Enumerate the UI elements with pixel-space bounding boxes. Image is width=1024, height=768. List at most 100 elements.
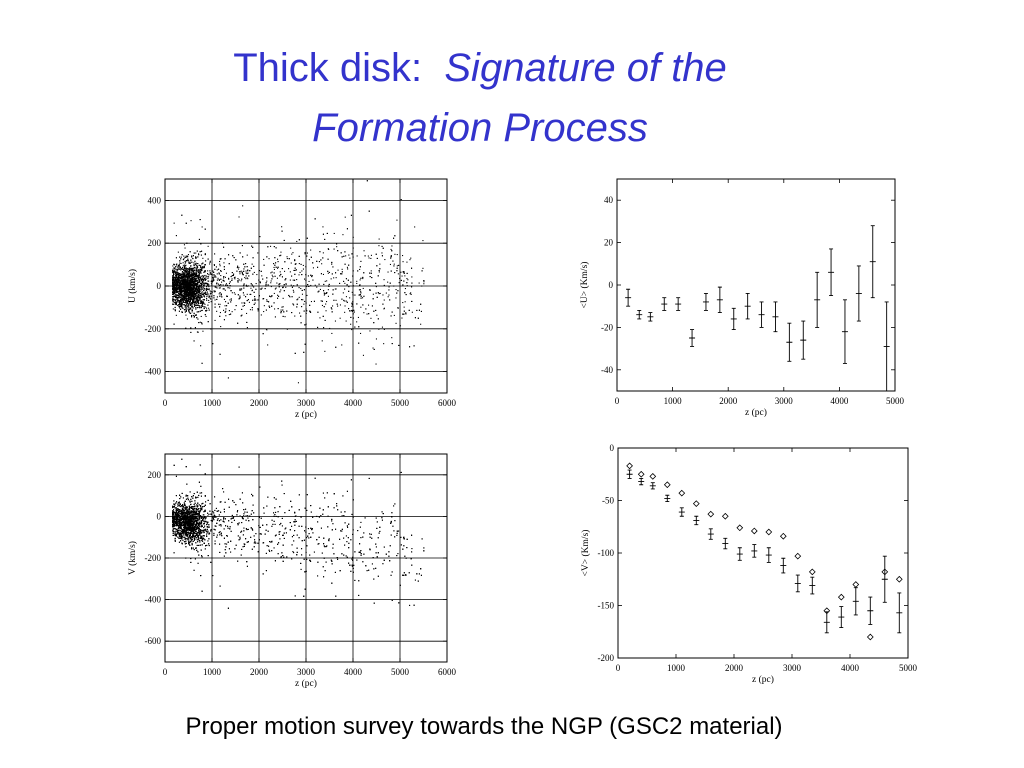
scatter-point: [210, 292, 212, 294]
scatter-point: [364, 255, 366, 257]
scatter-point: [398, 344, 400, 346]
scatter-point: [191, 311, 193, 313]
scatter-point: [296, 279, 298, 281]
scatter-point: [199, 321, 201, 323]
scatter-point: [186, 303, 188, 305]
scatter-point: [349, 310, 351, 312]
scatter-point: [250, 267, 252, 269]
scatter-point: [217, 277, 219, 279]
scatter-point: [289, 271, 291, 273]
scatter-point: [403, 272, 405, 274]
scatter-point: [198, 288, 200, 290]
scatter-point: [325, 292, 327, 294]
scatter-point: [188, 290, 190, 292]
scatter-point: [201, 301, 203, 303]
x-tick-label: 4000: [344, 398, 363, 408]
scatter-point: [382, 303, 384, 305]
scatter-point: [185, 310, 187, 312]
scatter-point: [173, 289, 175, 291]
data-point-errorbar: [730, 307, 737, 330]
scatter-point: [179, 296, 181, 298]
scatter-point: [199, 307, 201, 309]
scatter-point: [312, 267, 314, 269]
scatter-point: [332, 305, 334, 307]
scatter-point: [200, 302, 202, 304]
scatter-point: [253, 286, 255, 288]
data-point-errorbar: [675, 297, 682, 311]
scatter-point: [348, 254, 350, 256]
scatter-point: [201, 226, 203, 228]
scatter-point: [177, 291, 179, 293]
scatter-point: [176, 294, 178, 296]
y-tick-label: -200: [145, 324, 162, 334]
scatter-point: [253, 271, 255, 273]
scatter-point: [213, 271, 215, 273]
scatter-point: [200, 272, 202, 274]
scatter-point: [200, 285, 202, 287]
scatter-point: [174, 273, 176, 275]
scatter-point: [273, 272, 275, 274]
scatter-point: [192, 298, 194, 300]
scatter-point: [326, 280, 328, 282]
scatter-point: [195, 276, 197, 278]
scatter-point: [311, 276, 313, 278]
scatter-point: [173, 267, 175, 269]
scatter-point: [246, 285, 248, 287]
scatter-point: [187, 295, 189, 297]
scatter-point: [181, 299, 183, 301]
scatter-point: [420, 303, 422, 305]
title-line-1: Thick disk: Signature of the: [0, 38, 960, 98]
scatter-point: [203, 283, 205, 285]
scatter-point: [222, 280, 224, 282]
scatter-point: [173, 282, 175, 284]
scatter-point: [278, 295, 280, 297]
scatter-point: [259, 288, 261, 290]
scatter-point: [199, 219, 201, 221]
scatter-point: [375, 309, 377, 311]
scatter-point: [381, 252, 383, 254]
scatter-point: [183, 244, 185, 246]
scatter-point: [224, 305, 226, 307]
scatter-point: [278, 286, 280, 288]
y-tick-label: 200: [148, 238, 162, 248]
scatter-point: [236, 267, 238, 269]
scatter-point: [197, 294, 199, 296]
scatter-point: [191, 292, 193, 294]
scatter-point: [180, 294, 182, 296]
scatter-point: [191, 302, 193, 304]
scatter-point: [186, 287, 188, 289]
scatter-point: [183, 283, 185, 285]
scatter-point: [354, 326, 356, 328]
scatter-point: [344, 251, 346, 253]
scatter-point: [398, 282, 400, 284]
scatter-point: [273, 266, 275, 268]
scatter-point: [193, 300, 195, 302]
scatter-point: [194, 301, 196, 303]
scatter-point: [180, 296, 182, 298]
scatter-point: [176, 264, 178, 266]
scatter-point: [283, 311, 285, 313]
scatter-point: [173, 222, 175, 224]
scatter-point: [239, 252, 241, 254]
scatter-point: [314, 218, 316, 220]
scatter-point: [200, 345, 202, 347]
scatter-point: [178, 297, 180, 299]
scatter-point: [289, 279, 291, 281]
scatter-point: [184, 274, 186, 276]
scatter-point: [187, 289, 189, 291]
scatter-point: [193, 282, 195, 284]
scatter-point: [264, 288, 266, 290]
scatter-point: [177, 272, 179, 274]
scatter-point: [215, 266, 217, 268]
scatter-point: [305, 308, 307, 310]
scatter-point: [280, 289, 282, 291]
scatter-point: [303, 310, 305, 312]
scatter-point: [242, 256, 244, 258]
scatter-point: [235, 259, 237, 261]
scatter-point: [370, 257, 372, 259]
scatter-point: [199, 305, 201, 307]
scatter-point: [194, 273, 196, 275]
scatter-point: [194, 298, 196, 300]
scatter-point: [196, 298, 198, 300]
scatter-point: [205, 289, 207, 291]
